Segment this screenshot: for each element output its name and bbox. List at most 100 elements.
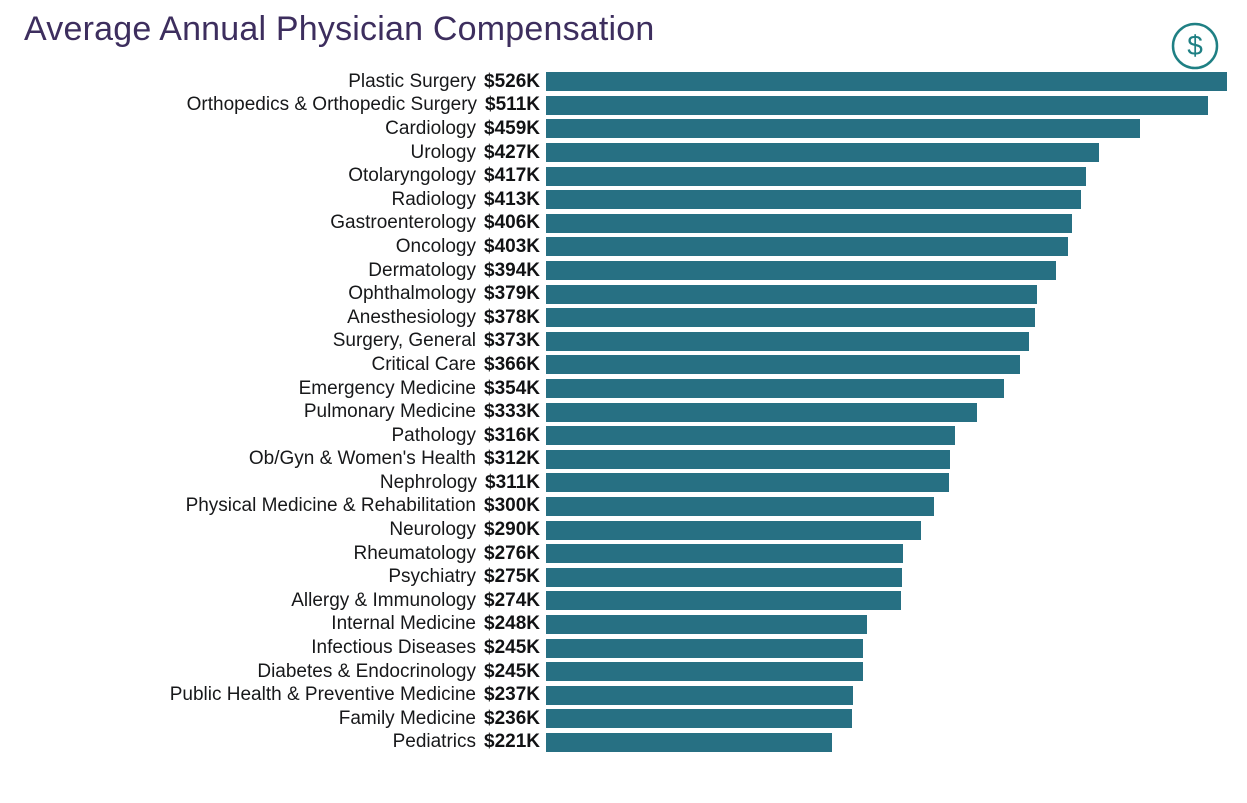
bar-track [546,308,1227,327]
chart-row: Emergency Medicine$354K [20,377,1227,401]
row-labels: Radiology $413K [20,189,546,211]
chart-row: Anesthesiology$378K [20,306,1227,330]
row-labels: Gastroenterology$406K [20,212,546,234]
row-labels: Otolaryngology$417K [20,165,546,187]
bar [546,167,1086,186]
row-labels: Dermatology $394K [20,260,546,282]
row-labels: Emergency Medicine$354K [20,378,546,400]
bar-track [546,96,1227,115]
row-labels: Neurology $290K [20,519,546,541]
row-labels: Oncology$403K [20,236,546,258]
bar-track [546,686,1227,705]
compensation-value: $312K [484,448,540,470]
compensation-value: $245K [484,637,540,659]
bar-track [546,639,1227,658]
compensation-value: $511K [485,94,540,116]
bar-track [546,473,1227,492]
bar-track [546,521,1227,540]
bar [546,214,1072,233]
bar [546,72,1227,91]
compensation-value: $427K [484,142,540,164]
chart-row: Nephrology$311K [20,471,1227,495]
bar-track [546,497,1227,516]
bar-track [546,568,1227,587]
row-labels: Pathology$316K [20,425,546,447]
svg-text:$: $ [1187,30,1203,61]
bar-track [546,332,1227,351]
specialty-name: Dermatology [368,260,476,282]
specialty-name: Ophthalmology [348,283,476,305]
bar [546,403,977,422]
chart-row: Radiology $413K [20,188,1227,212]
row-labels: Surgery, General$373K [20,330,546,352]
bar [546,261,1056,280]
bar-track [546,72,1227,91]
specialty-name: Pathology [391,425,476,447]
row-labels: Physical Medicine & Rehabilitation$300K [20,495,546,517]
bar [546,497,934,516]
compensation-value: $378K [484,307,540,329]
bar-track [546,591,1227,610]
bar-track [546,355,1227,374]
compensation-value: $459K [484,118,540,140]
compensation-value: $236K [484,708,540,730]
chart-row: Public Health & Preventive Medicine $237K [20,683,1227,707]
specialty-name: Rheumatology [353,543,476,565]
chart-row: Critical Care$366K [20,353,1227,377]
compensation-value: $413K [484,189,540,211]
compensation-value: $394K [484,260,540,282]
bar-track [546,285,1227,304]
row-labels: Pediatrics$221K [20,731,546,753]
compensation-value: $275K [484,566,540,588]
bar-track [546,615,1227,634]
specialty-name: Allergy & Immunology [291,590,476,612]
specialty-name: Physical Medicine & Rehabilitation [186,495,476,517]
specialty-name: Oncology [396,236,476,258]
chart-row: Rheumatology$276K [20,542,1227,566]
chart-row: Dermatology $394K [20,259,1227,283]
bar [546,332,1029,351]
specialty-name: Cardiology [385,118,476,140]
compensation-value: $248K [484,613,540,635]
chart-row: Oncology$403K [20,235,1227,259]
bar-track [546,379,1227,398]
chart-row: Urology$427K [20,141,1227,165]
compensation-value: $417K [484,165,540,187]
row-labels: Public Health & Preventive Medicine $237K [20,684,546,706]
specialty-name: Radiology [392,189,477,211]
row-labels: Rheumatology$276K [20,543,546,565]
bar-track [546,733,1227,752]
row-labels: Anesthesiology$378K [20,307,546,329]
row-labels: Orthopedics & Orthopedic Surgery$511K [20,94,546,116]
bar [546,143,1099,162]
specialty-name: Public Health & Preventive Medicine [170,684,476,706]
bar [546,96,1208,115]
chart-row: Pediatrics$221K [20,731,1227,755]
bar-track [546,119,1227,138]
bar [546,544,903,563]
row-labels: Ob/Gyn & Women's Health$312K [20,448,546,470]
specialty-name: Pulmonary Medicine [304,401,476,423]
bar [546,426,955,445]
bar [546,662,863,681]
bar [546,686,853,705]
chart-row: Psychiatry$275K [20,565,1227,589]
chart-row: Surgery, General$373K [20,330,1227,354]
row-labels: Plastic Surgery$526K [20,71,546,93]
compensation-value: $290K [484,519,540,541]
compensation-value: $245K [484,661,540,683]
row-labels: Nephrology$311K [20,472,546,494]
specialty-name: Nephrology [380,472,477,494]
bar-track [546,709,1227,728]
compensation-value: $237K [484,684,540,706]
chart-row: Ophthalmology$379K [20,282,1227,306]
compensation-chart: Average Annual Physician Compensation $ … [0,0,1247,803]
chart-row: Internal Medicine$248K [20,613,1227,637]
specialty-name: Neurology [389,519,476,541]
chart-row: Otolaryngology$417K [20,164,1227,188]
bar [546,355,1020,374]
bar-track [546,214,1227,233]
bar [546,615,867,634]
bar [546,237,1068,256]
chart-row: Infectious Diseases$245K [20,636,1227,660]
